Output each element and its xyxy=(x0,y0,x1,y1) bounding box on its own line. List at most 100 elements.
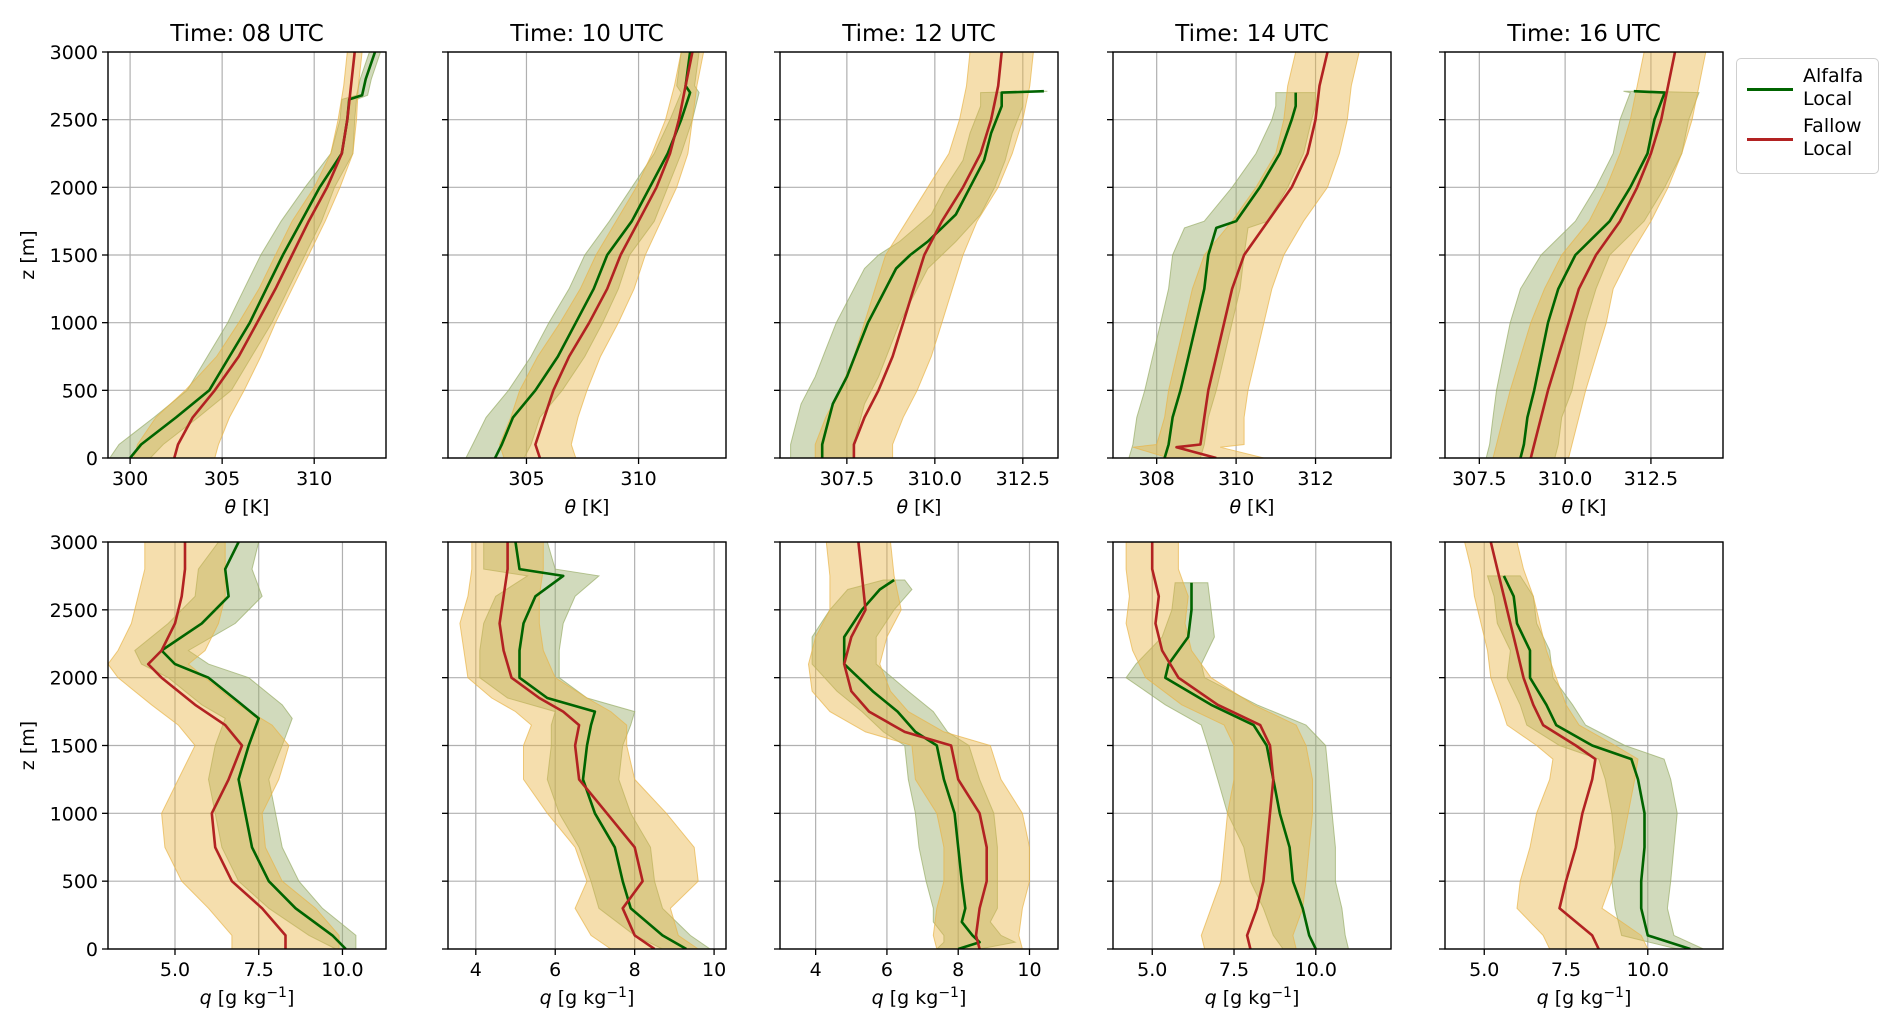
panel-theta-3: 307.5 310.0 312.5 Time: 12 UTC θ [K] xyxy=(774,21,1059,518)
x-axis-label: θ [K] xyxy=(1562,496,1607,518)
x-axis-label: θ [K] xyxy=(565,496,610,518)
band-fallow xyxy=(499,52,705,458)
plot-area xyxy=(1125,542,1350,949)
plot-area xyxy=(109,52,382,458)
panel-title: Time: 10 UTC xyxy=(509,21,664,47)
x-tick-label: 307.5 xyxy=(1452,468,1506,490)
legend: Alfalfa Local Fallow Local xyxy=(1736,58,1879,174)
series-line-alfalfa xyxy=(1164,582,1317,949)
x-axis-label: q [g kg−1] xyxy=(1205,985,1300,1009)
band-alfalfa xyxy=(479,542,711,949)
band-alfalfa xyxy=(109,52,382,458)
x-tick-label: 7.5 xyxy=(1551,959,1581,981)
x-tick-label: 5.0 xyxy=(1137,959,1167,981)
x-tick-label: 305 xyxy=(204,468,240,490)
x-tick-label: 5.0 xyxy=(160,959,190,981)
panel-q-5: 5.0 7.5 10.0 q [g kg−1] xyxy=(1439,541,1724,1009)
y-tick-label: 0 xyxy=(86,448,98,470)
series-line-fallow xyxy=(1529,52,1677,458)
x-tick-label: 5.0 xyxy=(1469,959,1499,981)
panel-title: Time: 14 UTC xyxy=(1174,21,1329,47)
x-tick-label: 310 xyxy=(1218,468,1254,490)
series-line-alfalfa xyxy=(129,52,377,458)
x-tick-label: 312.5 xyxy=(996,468,1050,490)
y-tick-label: 500 xyxy=(62,380,98,402)
x-axis-label: q [g kg−1] xyxy=(540,985,635,1009)
series-line-fallow xyxy=(498,542,656,949)
x-tick-label: 6 xyxy=(881,959,893,981)
series-line-alfalfa xyxy=(1502,575,1691,949)
y-tick-label: 2000 xyxy=(50,668,98,690)
x-tick-label: 312 xyxy=(1297,468,1333,490)
panel-title: Time: 12 UTC xyxy=(841,21,996,47)
x-tick-label: 10 xyxy=(1017,959,1041,981)
x-tick-label: 10.0 xyxy=(321,959,363,981)
plot-area xyxy=(1128,52,1360,458)
x-tick-label: 308 xyxy=(1139,468,1175,490)
series-line-alfalfa xyxy=(820,89,1044,458)
series-line-alfalfa xyxy=(493,52,692,458)
x-tick-label: 4 xyxy=(810,959,822,981)
legend-label-fallow: Fallow Local xyxy=(1803,115,1862,160)
x-tick-label: 307.5 xyxy=(820,468,874,490)
y-tick-label: 1500 xyxy=(50,736,98,758)
y-tick-label: 1500 xyxy=(50,245,98,267)
x-tick-label: 6 xyxy=(549,959,561,981)
x-tick-label: 10.0 xyxy=(1627,959,1669,981)
y-tick-label: 500 xyxy=(62,871,98,893)
plot-area xyxy=(1464,542,1704,949)
band-alfalfa xyxy=(1486,575,1704,949)
series-line-fallow xyxy=(146,542,287,949)
panel-theta-4: 308 310 312 Time: 14 UTC θ [K] xyxy=(1107,21,1392,518)
x-tick-label: 312.5 xyxy=(1624,468,1678,490)
series-line-fallow xyxy=(852,52,1003,458)
plot-area xyxy=(790,52,1048,458)
band-fallow xyxy=(807,542,1030,949)
panel-title: Time: 16 UTC xyxy=(1506,21,1661,47)
panel-q-3: 4 6 8 10 q [g kg−1] xyxy=(774,541,1059,1009)
panel-title: Time: 08 UTC xyxy=(169,21,324,47)
series-line-alfalfa xyxy=(1163,92,1297,458)
plot-area xyxy=(1485,52,1707,458)
x-tick-label: 10.0 xyxy=(1295,959,1337,981)
series-line-fallow xyxy=(842,542,989,949)
legend-swatch-fallow xyxy=(1747,138,1793,141)
band-alfalfa xyxy=(1125,582,1350,949)
panel-q-4: 5.0 7.5 10.0 q [g kg−1] xyxy=(1107,541,1392,1009)
panel-theta-1: 300 305 310 0 500 1000 1500 2000 2500 3000 Time: 0… xyxy=(17,21,387,518)
x-tick-label: 300 xyxy=(112,468,148,490)
x-tick-label: 310.0 xyxy=(908,468,962,490)
x-tick-label: 8 xyxy=(952,959,964,981)
series-line-alfalfa xyxy=(160,542,347,949)
band-fallow xyxy=(1464,542,1649,949)
x-axis-label: q [g kg−1] xyxy=(872,985,967,1009)
y-tick-label: 1000 xyxy=(50,803,98,825)
panel-q-1: 5.0 7.5 10.0 0 500 1000 1500 2000 2500 3000 q [g k… xyxy=(17,532,387,1009)
x-tick-label: 310.0 xyxy=(1538,468,1592,490)
band-alfalfa xyxy=(134,542,357,949)
plot-area xyxy=(108,542,357,949)
x-tick-label: 7.5 xyxy=(1219,959,1249,981)
series-line-alfalfa xyxy=(1519,89,1666,458)
y-tick-label: 3000 xyxy=(50,532,98,554)
y-tick-label: 1000 xyxy=(50,313,98,335)
x-axis-label: θ [K] xyxy=(897,496,942,518)
x-axis-label: θ [K] xyxy=(225,496,270,518)
band-fallow xyxy=(133,52,363,458)
band-alfalfa xyxy=(1128,92,1316,458)
series-line-alfalfa xyxy=(514,542,687,949)
x-axis-label: q [g kg−1] xyxy=(200,985,295,1009)
plot-area xyxy=(465,52,705,458)
x-tick-label: 10 xyxy=(702,959,726,981)
panel-theta-5: 307.5 310.0 312.5 Time: 16 UTC θ [K] xyxy=(1439,21,1724,518)
plot-area xyxy=(807,542,1030,949)
band-alfalfa xyxy=(465,52,700,458)
series-line-fallow xyxy=(1150,542,1275,949)
panel-q-2: 4 6 8 10 q [g kg−1] xyxy=(442,541,727,1009)
x-tick-label: 310 xyxy=(620,468,656,490)
y-tick-label: 2500 xyxy=(50,600,98,622)
y-tick-label: 0 xyxy=(86,939,98,961)
y-axis-label: z [m] xyxy=(17,721,39,770)
